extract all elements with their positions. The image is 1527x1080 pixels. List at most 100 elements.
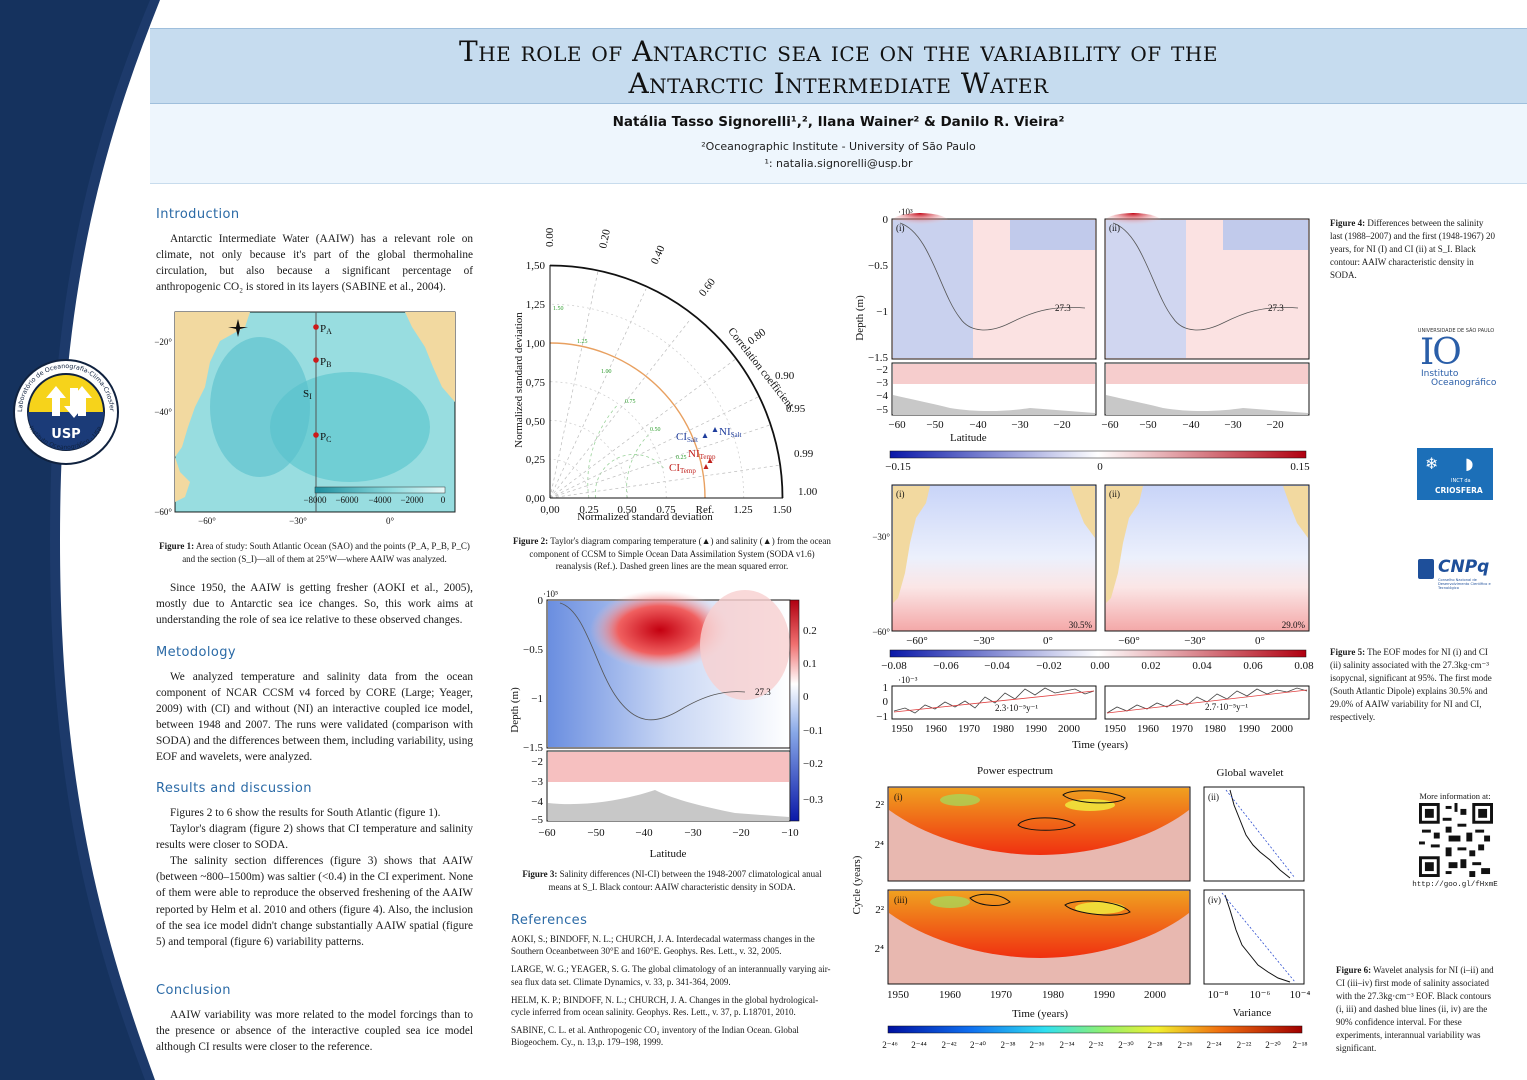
- fig5-cb-tick-2: −0.04: [984, 660, 1010, 672]
- taylor-sub-ci-salt: Salt: [687, 436, 698, 444]
- cnpq-mark-icon: [1418, 559, 1434, 579]
- taylor-xlabel: Normalized standard deviation: [577, 511, 713, 523]
- reference-item: SABINE, C. L. et al. Anthropogenic CO₂ i…: [511, 1025, 799, 1048]
- fig5-trend-i: 2.3·10⁻⁵y⁻¹: [995, 703, 1038, 713]
- criosfera-big: CRIOSFERA: [1435, 486, 1483, 495]
- compass-icon: [228, 319, 248, 337]
- fig3-contour-label: 27.3: [755, 687, 771, 697]
- title-line-1: The role of Antarctic sea ice on the var…: [459, 35, 1218, 68]
- fig3-x-tick-5: −10: [781, 827, 799, 839]
- qr-code-icon[interactable]: [1419, 803, 1493, 877]
- fig4-x-tick-7: −40: [1182, 419, 1200, 431]
- point-pc-label: P: [320, 431, 326, 443]
- fig6-caption-text: Wavelet analysis for NI (i–ii) and CI (i…: [1336, 965, 1494, 1053]
- fig6-x-tick-2: 1970: [990, 989, 1013, 1001]
- taylor-label-ni-temp: NI: [688, 448, 700, 460]
- fig4-contour-label-ii: 27.3: [1268, 303, 1284, 313]
- figure-4-caption: Figure 4: Differences between the salini…: [1330, 217, 1495, 282]
- bathy-tick-2: −4000: [368, 495, 392, 505]
- results-paragraph-1: Figures 2 to 6 show the results for Sout…: [170, 807, 441, 819]
- fig3-caption-text: Salinity differences (NI-CI) between the…: [548, 869, 822, 892]
- fig3-y-tick-4: −2: [531, 756, 543, 768]
- fig3-cb-tick-0: 0.2: [803, 625, 817, 637]
- taylor-point-ni-salt: [712, 427, 718, 432]
- taylor-x-tick-6: 1.50: [772, 504, 792, 516]
- fig6-y-tick-3: 2⁴: [875, 943, 885, 955]
- references-heading: References: [511, 913, 588, 928]
- fig3-xlabel: Latitude: [650, 848, 687, 860]
- fig4-x-tick-5: −60: [1101, 419, 1119, 431]
- svg-text:NISalt: NISalt: [719, 426, 742, 439]
- io-logo-line2: Oceanográfico: [1431, 378, 1497, 388]
- references-list: AOKI, S.; BINDOFF, N. L.; CHURCH, J. A. …: [511, 933, 831, 1055]
- fig5-ts-x-tick-6: 1950: [1104, 723, 1127, 735]
- point-pa-sub: A: [326, 327, 332, 336]
- taylor-std-tick-5: 1,25: [526, 299, 546, 311]
- fig6-cb-tick-4: 2⁻³⁸: [1000, 1040, 1015, 1050]
- fig4-y-tick-0: 0: [883, 214, 889, 226]
- fig6-colorbar: [887, 1025, 1303, 1034]
- fig6-cb-tick-13: 2⁻²⁰: [1265, 1040, 1281, 1050]
- cnpq-sub: Conselho Nacional de Desenvolvimento Cie…: [1438, 578, 1491, 590]
- snowflake-icon: ❄: [1425, 454, 1439, 473]
- fig6-x-tick-0: 1950: [887, 989, 910, 1001]
- fig6-y-tick-2: 2²: [875, 904, 885, 916]
- fig5-ts-x-tick-5: 2000: [1058, 723, 1081, 735]
- rmse-label-1: 1.25: [577, 339, 588, 345]
- taylor-x-tick-5: 1.25: [733, 504, 753, 516]
- taylor-sub-ci-temp: Temp: [680, 467, 696, 475]
- fig5-lon-tick-2: 0°: [1043, 635, 1053, 647]
- intro-heading: Introduction: [156, 207, 240, 222]
- fig4-y-tick-4: −2: [876, 364, 888, 376]
- point-pa-label: P: [320, 323, 326, 335]
- svg-text:CISalt: CISalt: [676, 431, 698, 444]
- point-pc-sub: C: [326, 435, 331, 444]
- svg-text:PA: PA: [320, 323, 332, 336]
- fig3-colorbar: [789, 599, 800, 822]
- taylor-x-tick-2: 0.50: [617, 504, 637, 516]
- taylor-std-tick-1: 0,25: [526, 454, 546, 466]
- fig5-lat-tick-0: −30°: [872, 532, 890, 542]
- affiliation: ²Oceanographic Institute - University of…: [701, 140, 976, 153]
- fig6-x-tick-1: 1960: [939, 989, 962, 1001]
- fig6-var-tick-0: 10⁻⁸: [1208, 989, 1229, 1001]
- more-info-url[interactable]: http://goo.gl/fHxmE: [1412, 881, 1498, 889]
- fig5-colorbar: [889, 649, 1307, 658]
- fig6-y-tick-1: 2⁴: [875, 839, 885, 851]
- fig6-panel-ii: (ii): [1208, 792, 1219, 802]
- taylor-label-ci-temp: CI: [669, 462, 680, 474]
- fig5-ts-x-tick-10: 1990: [1238, 723, 1261, 735]
- taylor-point-ni-temp: [707, 458, 713, 463]
- fig3-y-tick-3: −1.5: [523, 742, 543, 754]
- cnpq-text: CNPq: [1438, 557, 1490, 577]
- fig4-y-tick-2: −1: [876, 306, 888, 318]
- conclusion-heading: Conclusion: [156, 983, 231, 998]
- fig3-y-tick-0: 0: [538, 595, 544, 607]
- reference-item: HELM, K. P.; BINDOFF, N. L.; CHURCH, J. …: [511, 994, 819, 1018]
- fig4-y-tick-5: −3: [876, 377, 888, 389]
- fig4-exponent: ·10³: [898, 207, 913, 217]
- results-paragraph-3: The salinity section differences (figure…: [156, 855, 473, 948]
- map-lat-tick-2: −60°: [154, 507, 172, 517]
- fig6-cb-tick-14: 2⁻¹⁸: [1292, 1040, 1307, 1050]
- fig5-ts-x-tick-1: 1960: [925, 723, 948, 735]
- fig5-caption-text: The EOF modes for NI (i) and CI (ii) sal…: [1330, 647, 1492, 722]
- point-pb-label: P: [320, 356, 326, 368]
- fig3-cb-tick-4: −0.2: [803, 758, 823, 770]
- taylor-label-ci-salt: CI: [676, 431, 687, 443]
- taylor-corr-tick-7: 0.99: [794, 448, 814, 460]
- taylor-std-tick-0: 0,00: [526, 493, 546, 505]
- fig6-cb-tick-11: 2⁻²⁴: [1206, 1040, 1221, 1050]
- map-lon-tick-1: −30°: [289, 516, 307, 526]
- figure-2-caption: Figure 2: Taylor's diagram comparing tem…: [511, 535, 833, 573]
- fig5-lon-tick-5: 0°: [1255, 635, 1265, 647]
- fig6-cb-tick-5: 2⁻³⁶: [1029, 1040, 1044, 1050]
- results-paragraph-2: Taylor's diagram (figure 2) shows that C…: [156, 823, 473, 852]
- method-paragraph-1: We analyzed temperature and salinity dat…: [156, 671, 473, 764]
- fig6-title-global: Global wavelet: [1217, 767, 1284, 779]
- authors: Natália Tasso Signorelli¹,², Ilana Waine…: [612, 114, 1065, 130]
- taylor-sub-ni-salt: Salt: [731, 431, 742, 439]
- fig4-xlabel: Latitude: [950, 432, 987, 444]
- intro-text-2: Since 1950, the AAIW is getting fresher …: [156, 580, 473, 628]
- bathy-tick-3: −2000: [400, 495, 424, 505]
